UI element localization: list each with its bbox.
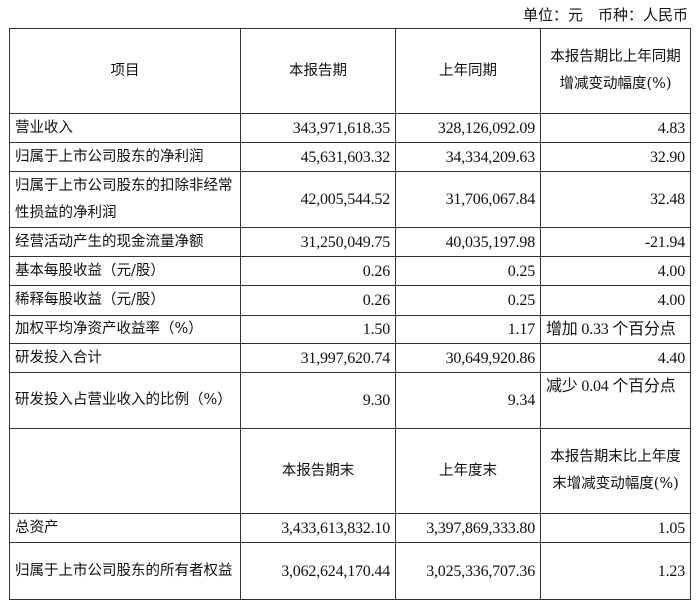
table-row: 营业收入 343,971,618.35 328,126,092.09 4.83 <box>9 113 691 143</box>
header-row-2: 本报告期末 上年度末 本报告期末比上年度末增减变动幅度(%) <box>9 428 691 514</box>
current-value: 42,005,544.52 <box>240 171 396 228</box>
header-row: 项目 本报告期 上年同期 本报告期比上年同期增减变动幅度(%) <box>9 28 691 114</box>
header-change: 本报告期比上年同期增减变动幅度(%) <box>540 28 691 114</box>
change-value: 4.00 <box>540 256 691 286</box>
current-value: 3,433,613,832.10 <box>240 513 396 543</box>
financial-data-table: 项目 本报告期 上年同期 本报告期比上年同期增减变动幅度(%) 营业收入 343,… <box>9 28 691 600</box>
row-label: 归属于上市公司股东的所有者权益 <box>9 542 241 600</box>
change-value: 4.40 <box>540 343 691 373</box>
header-item: 项目 <box>9 28 241 114</box>
current-value: 31,997,620.74 <box>240 343 396 373</box>
row-label: 营业收入 <box>9 113 241 143</box>
change-value: -21.94 <box>540 227 691 257</box>
row-label: 归属于上市公司股东的扣除非经常性损益的净利润 <box>9 171 241 228</box>
row-label: 总资产 <box>9 513 241 543</box>
table-row: 总资产 3,433,613,832.10 3,397,869,333.80 1.05 <box>9 513 691 543</box>
table-row: 归属于上市公司股东的净利润 45,631,603.32 34,334,209.63 3… <box>9 142 691 172</box>
row-label: 研发投入占营业收入的比例（%） <box>9 372 241 429</box>
prior-value: 31,706,067.84 <box>395 171 541 228</box>
current-value: 31,250,049.75 <box>240 227 396 257</box>
change-value: 4.00 <box>540 285 691 316</box>
change-value: 增加 0.33 个百分点 <box>540 315 691 344</box>
prior-value: 3,397,869,333.80 <box>395 513 541 543</box>
prior-value: 0.25 <box>395 256 541 286</box>
header-period-end: 本报告期末 <box>240 428 396 514</box>
prior-value: 30,649,920.86 <box>395 343 541 373</box>
change-value: 4.83 <box>540 113 691 143</box>
current-value: 0.26 <box>240 256 396 286</box>
header-prior-year-end: 上年度末 <box>395 428 541 514</box>
current-value: 0.26 <box>240 285 396 316</box>
prior-value: 34,334,209.63 <box>395 142 541 172</box>
row-label: 经营活动产生的现金流量净额 <box>9 227 241 257</box>
table-row: 归属于上市公司股东的所有者权益 3,062,624,170.44 3,025,336… <box>9 542 691 600</box>
current-value: 343,971,618.35 <box>240 113 396 143</box>
current-value: 45,631,603.32 <box>240 142 396 172</box>
header-current-period: 本报告期 <box>240 28 396 114</box>
current-value: 9.30 <box>240 372 396 429</box>
table-row: 基本每股收益（元/股） 0.26 0.25 4.00 <box>9 256 691 286</box>
prior-value: 1.17 <box>395 315 541 344</box>
current-value: 3,062,624,170.44 <box>240 542 396 600</box>
prior-value: 328,126,092.09 <box>395 113 541 143</box>
change-value: 1.23 <box>540 542 691 600</box>
change-value: 32.48 <box>540 171 691 228</box>
row-label: 稀释每股收益（元/股） <box>9 285 241 316</box>
prior-value: 0.25 <box>395 285 541 316</box>
prior-value: 3,025,336,707.36 <box>395 542 541 600</box>
row-label: 研发投入合计 <box>9 343 241 373</box>
table-row: 加权平均净资产收益率（%） 1.50 1.17 增加 0.33 个百分点 <box>9 315 691 344</box>
prior-value: 40,035,197.98 <box>395 227 541 257</box>
change-value: 减少 0.04 个百分点 <box>540 372 691 429</box>
change-value: 32.90 <box>540 142 691 172</box>
prior-value: 9.34 <box>395 372 541 429</box>
current-value: 1.50 <box>240 315 396 344</box>
table-row: 稀释每股收益（元/股） 0.26 0.25 4.00 <box>9 285 691 316</box>
header-prior-period: 上年同期 <box>395 28 541 114</box>
table-row: 归属于上市公司股东的扣除非经常性损益的净利润 42,005,544.52 31,70… <box>9 171 691 228</box>
row-label: 加权平均净资产收益率（%） <box>9 315 241 344</box>
table-row: 经营活动产生的现金流量净额 31,250,049.75 40,035,197.98-… <box>9 227 691 257</box>
table-row: 研发投入合计 31,997,620.74 30,649,920.86 4.40 <box>9 343 691 373</box>
header-change-2: 本报告期末比上年度末增减变动幅度(%) <box>540 428 691 514</box>
header-item-2 <box>9 428 241 514</box>
row-label: 归属于上市公司股东的净利润 <box>9 142 241 172</box>
table-row: 研发投入占营业收入的比例（%） 9.30 9.34 减少 0.04 个百分点 <box>9 372 691 429</box>
unit-note: 单位：元 币种：人民币 <box>522 6 688 24</box>
row-label: 基本每股收益（元/股） <box>9 256 241 286</box>
change-value: 1.05 <box>540 513 691 543</box>
